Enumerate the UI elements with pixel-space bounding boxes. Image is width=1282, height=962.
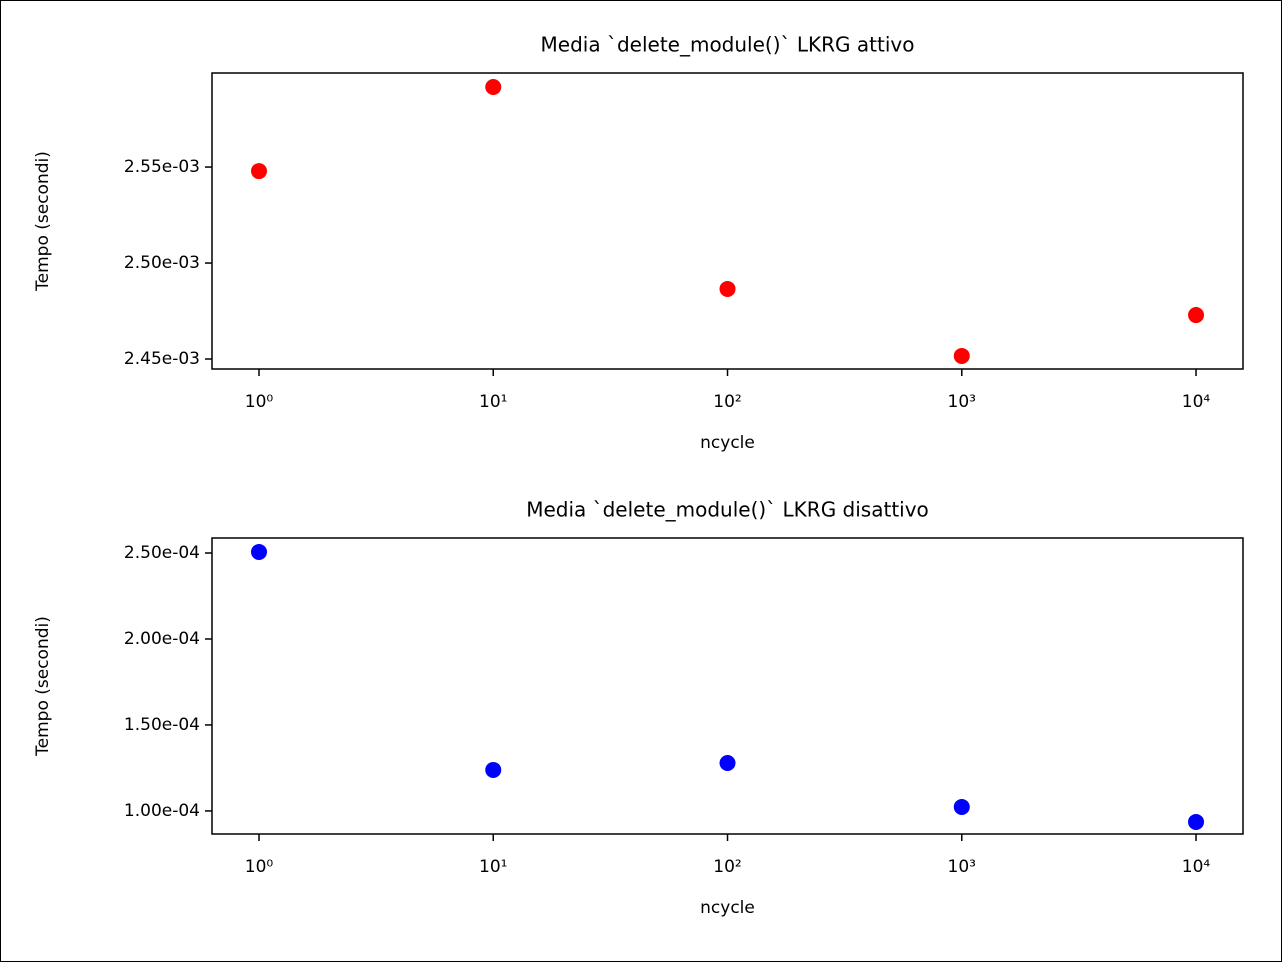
- y-tick-label: 1.00e-04: [124, 801, 200, 821]
- y-tick-label: 2.45e-03: [124, 349, 200, 369]
- point: [953, 798, 970, 815]
- point: [953, 347, 970, 364]
- x-tick-label: 10²: [713, 392, 741, 412]
- x-tick-label: 10⁰: [245, 392, 274, 412]
- x-tick-label: 10⁴: [1182, 392, 1211, 412]
- x-tick-label: 10³: [948, 392, 976, 412]
- x-tick-label: 10²: [713, 857, 741, 877]
- point: [251, 543, 268, 560]
- point: [1188, 307, 1205, 324]
- y-tick-label: 2.55e-03: [124, 157, 200, 177]
- point: [719, 754, 736, 771]
- y-tick-label: 2.50e-04: [124, 543, 200, 563]
- point: [719, 280, 736, 297]
- y-tick-label: 1.50e-04: [124, 715, 200, 735]
- x-tick-label: 10⁴: [1182, 857, 1211, 877]
- x-axis-label: ncycle: [700, 898, 755, 918]
- point: [1188, 813, 1205, 830]
- y-tick-label: 2.50e-03: [124, 253, 200, 273]
- y-tick-label: 2.00e-04: [124, 629, 200, 649]
- point: [485, 761, 502, 778]
- chart-title: Media `delete_module()` LKRG attivo: [541, 33, 915, 57]
- x-axis-label: ncycle: [700, 433, 755, 453]
- y-axis-label: Tempo (secondi): [33, 151, 53, 292]
- y-axis-label: Tempo (secondi): [33, 616, 53, 757]
- x-tick-label: 10¹: [479, 392, 507, 412]
- point: [251, 163, 268, 180]
- chart-title: Media `delete_module()` LKRG disattivo: [526, 498, 929, 522]
- x-tick-label: 10³: [948, 857, 976, 877]
- point: [485, 79, 502, 96]
- x-tick-label: 10¹: [479, 857, 507, 877]
- x-tick-label: 10⁰: [245, 857, 274, 877]
